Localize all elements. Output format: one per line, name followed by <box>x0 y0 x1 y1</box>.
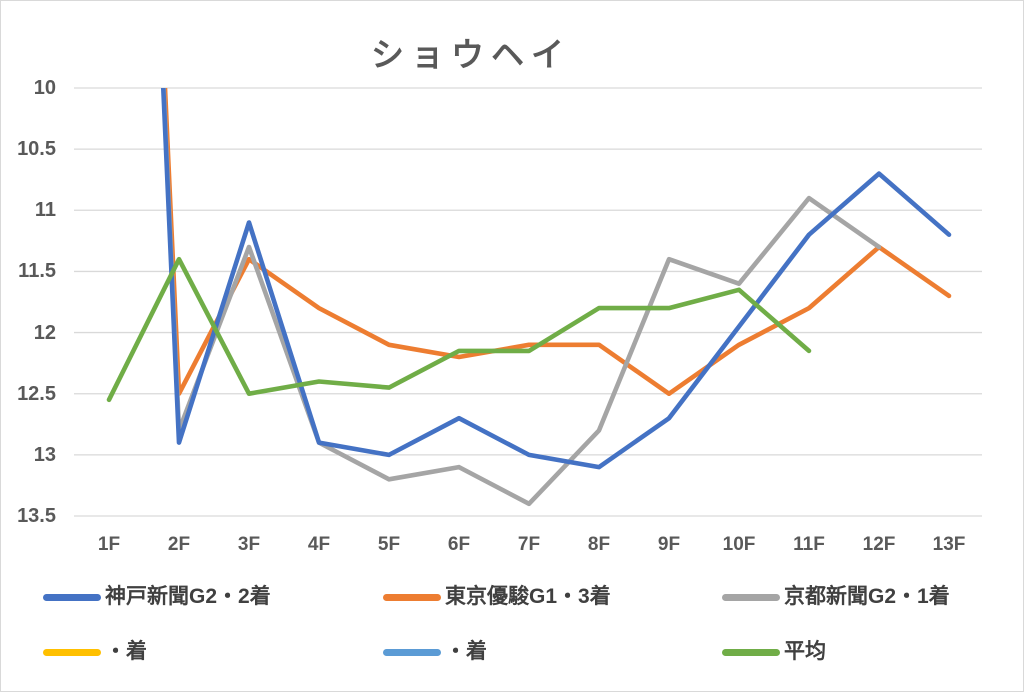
x-axis-tick-label: 4F <box>307 534 331 555</box>
x-axis-tick-label: 7F <box>517 534 541 555</box>
legend-label: 平均 <box>784 640 826 663</box>
series-line-2 <box>161 88 882 507</box>
x-axis-tick-label: 5F <box>377 534 401 555</box>
x-axis-tick-label: 10F <box>722 534 756 555</box>
y-axis-tick-label: 11 <box>34 199 56 222</box>
legend-line-swatch <box>722 648 780 656</box>
x-axis-tick-label: 1F <box>97 534 121 555</box>
x-axis-tick-label: 9F <box>657 534 681 555</box>
legend-item: 京都新聞G2・1着 <box>722 584 950 610</box>
x-axis-tick-label: 13F <box>932 534 966 555</box>
chart-title: ショウヘイ <box>371 36 571 73</box>
series-line-5 <box>106 256 812 403</box>
legend-item: ・着 <box>43 639 147 665</box>
x-axis-tick-label: 6F <box>447 534 471 555</box>
legend-line-swatch <box>722 593 780 601</box>
y-axis-tick-label: 13 <box>33 443 56 466</box>
legend-label: ・着 <box>105 640 147 663</box>
legend-label: 東京優駿G1・3着 <box>445 585 611 608</box>
legend-item: 神戸新聞G2・2着 <box>43 584 271 610</box>
legend-label: 神戸新聞G2・2着 <box>105 585 271 608</box>
x-axis-tick-label: 2F <box>167 534 191 555</box>
x-axis-tick-label: 8F <box>587 534 611 555</box>
legend-line-swatch <box>43 593 101 601</box>
series-line-0 <box>160 88 952 470</box>
legend-line-swatch <box>383 593 441 601</box>
y-axis-tick-label: 10 <box>33 77 56 99</box>
legend-line-swatch <box>43 648 101 656</box>
y-axis-tick-label: 12.5 <box>17 382 56 405</box>
y-axis-tick-label: 10.5 <box>17 138 56 161</box>
y-axis-tick-label: 12 <box>33 321 56 344</box>
legend-item: ・着 <box>383 639 487 665</box>
y-axis-tick-label: 13.5 <box>17 505 56 527</box>
y-axis-tick-label: 11.5 <box>18 260 56 283</box>
legend-item: 平均 <box>722 639 826 665</box>
legend-line-swatch <box>383 648 441 656</box>
legend-label: ・着 <box>445 640 487 663</box>
x-axis-tick-label: 11F <box>793 534 825 555</box>
x-axis-tick-label: 3F <box>237 534 261 555</box>
x-axis-tick-label: 12F <box>862 534 896 555</box>
series-line-1 <box>162 88 952 397</box>
legend-label: 京都新聞G2・1着 <box>784 585 950 608</box>
legend-item: 東京優駿G1・3着 <box>383 584 611 610</box>
